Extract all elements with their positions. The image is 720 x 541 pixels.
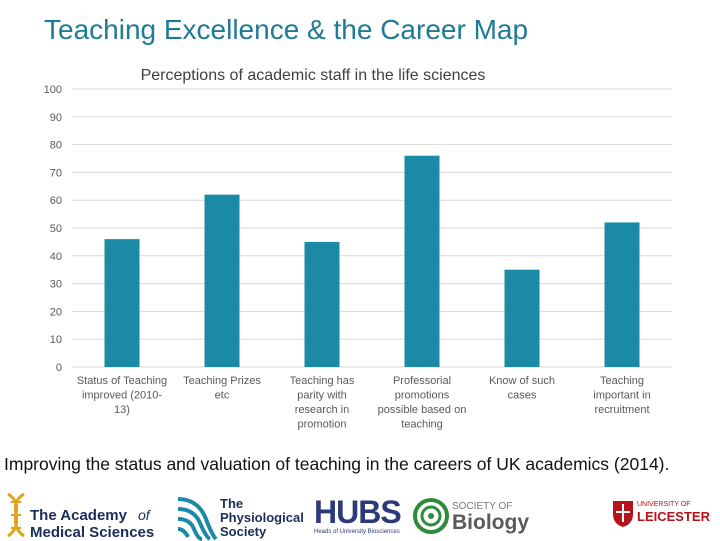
y-tick-label: 0	[56, 362, 62, 374]
bar	[404, 155, 440, 367]
academy-line1: The Academy	[30, 507, 127, 524]
x-tick-label: Know of such cases	[489, 375, 555, 402]
physiological-line1: The	[220, 496, 244, 511]
y-tick-label: 20	[50, 306, 62, 318]
x-tick-label: Status of Teaching improved (2010-13)	[77, 375, 167, 416]
x-tick-label: Professorial promotions possible based on t…	[378, 375, 467, 431]
hubs-name: HUBS	[314, 494, 402, 530]
dna-helix-icon	[7, 492, 25, 538]
partner-logos: The Academy of Medical Sciences The Phys…	[0, 490, 720, 541]
university-of-leicester-logo: UNIVERSITY OF LEICESTER	[610, 490, 720, 540]
y-tick-label: 40	[50, 251, 62, 263]
hubs-logo: HUBS Heads of University Biosciences	[312, 490, 412, 540]
leicester-line2: LEICESTER	[637, 509, 710, 524]
y-tick-label: 100	[44, 84, 62, 96]
y-tick-label: 50	[50, 223, 62, 235]
y-tick-label: 80	[50, 140, 62, 152]
x-tick-label: Teaching Prizes etc	[183, 375, 261, 402]
academy-medical-sciences-logo: The Academy of Medical Sciences	[0, 490, 175, 541]
biology-swirl-icon	[413, 498, 449, 534]
physiological-wave-icon	[177, 497, 218, 541]
biology-line1: SOCIETY OF	[452, 501, 513, 512]
physiological-line3: Society	[220, 524, 267, 539]
bar	[604, 222, 640, 367]
biology-line2: Biology	[452, 511, 529, 534]
leicester-line1: UNIVERSITY OF	[637, 501, 691, 508]
y-tick-label: 90	[50, 112, 62, 124]
academy-of: of	[138, 507, 150, 523]
slide-title: Teaching Excellence & the Career Map	[44, 14, 529, 45]
y-tick-label: 10	[50, 334, 62, 346]
bar	[504, 269, 540, 367]
x-tick-label: Teaching important in recruitment	[593, 375, 650, 416]
bar	[204, 194, 240, 367]
hubs-subtitle: Heads of University Biosciences	[314, 529, 400, 535]
chart-title: Perceptions of academic staff in the lif…	[141, 67, 486, 84]
academy-line2: Medical Sciences	[30, 524, 155, 541]
leicester-shield-icon	[613, 501, 633, 527]
physiological-society-logo: The Physiological Society	[176, 490, 306, 541]
bar	[304, 241, 340, 367]
physiological-line2: Physiological	[220, 510, 304, 525]
y-tick-label: 60	[50, 195, 62, 207]
figure-caption: Improving the status and valuation of te…	[4, 454, 670, 474]
bar	[104, 239, 140, 367]
y-tick-label: 70	[50, 167, 62, 179]
x-tick-label: Teaching has parity with research in promot…	[290, 375, 355, 431]
y-tick-label: 30	[50, 279, 62, 291]
bar-chart: Perceptions of academic staff in the lif…	[44, 67, 672, 431]
society-of-biology-logo: SOCIETY OF Biology	[413, 490, 529, 540]
